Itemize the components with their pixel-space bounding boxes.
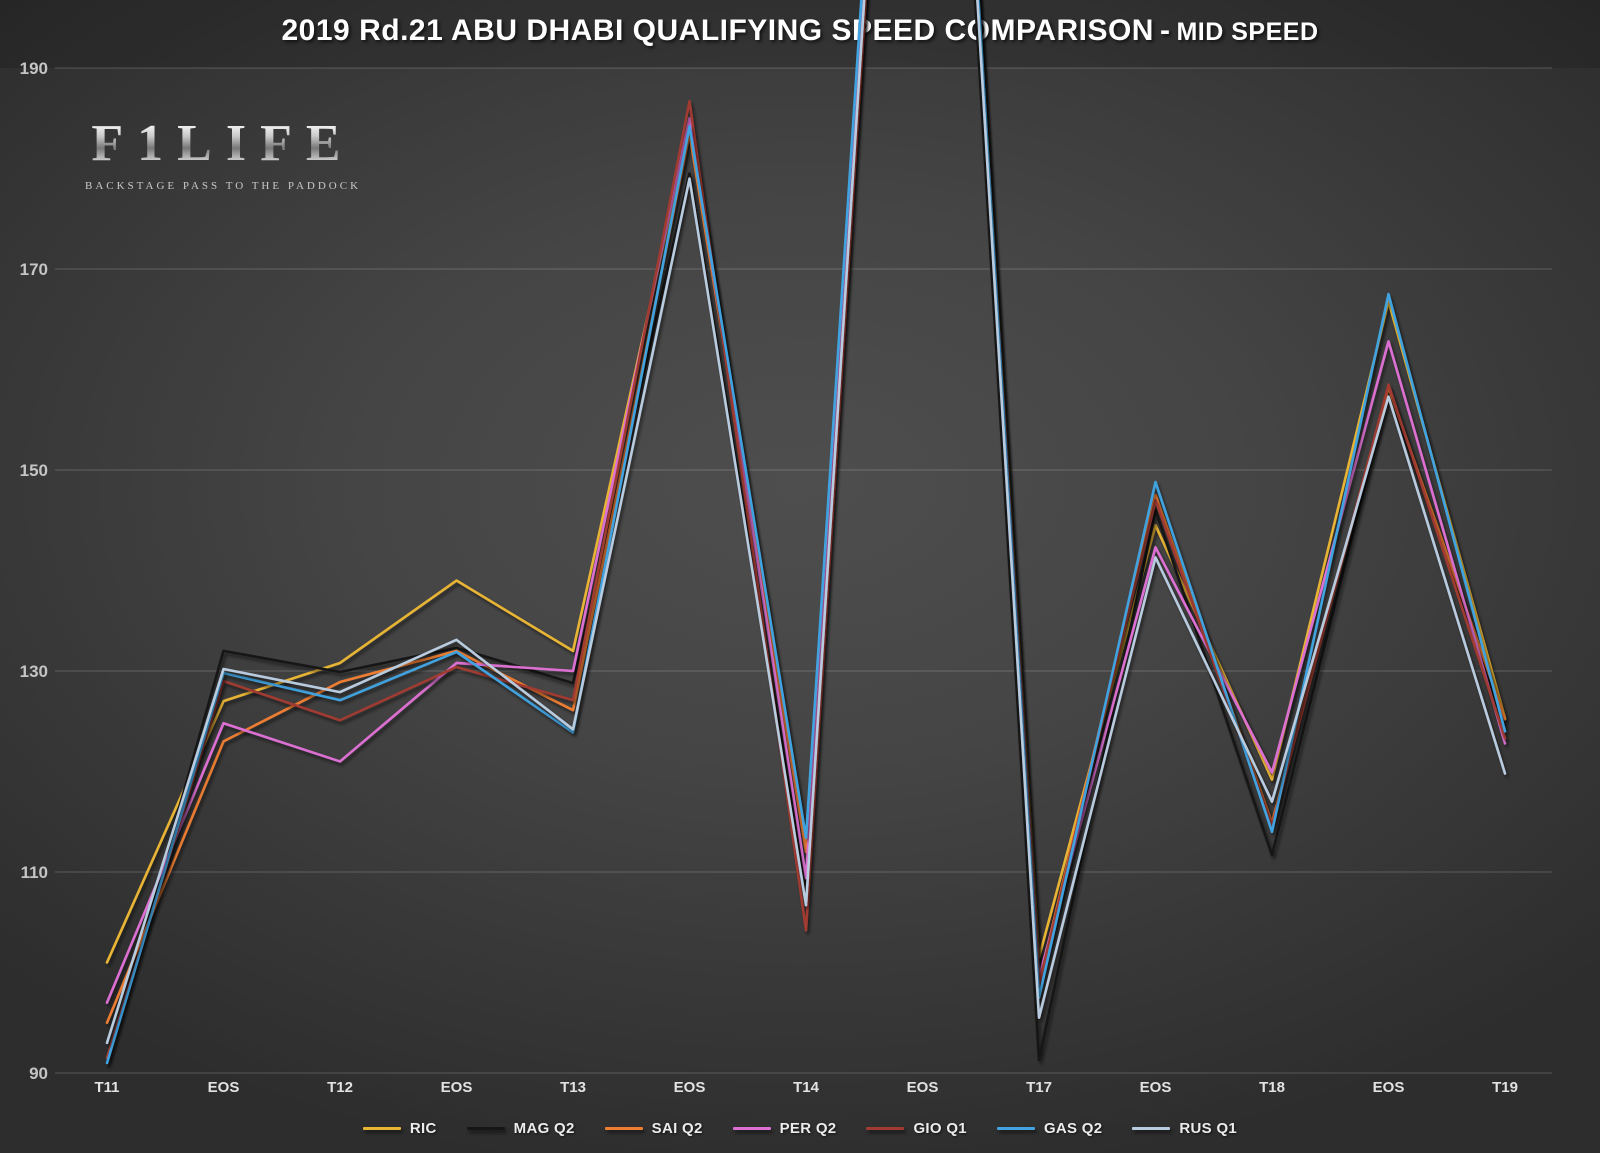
- tagline-text: BACKSTAGE PASS TO THE PADDOCK: [84, 180, 362, 192]
- legend-item-gas-q2: GAS Q2: [996, 1120, 1103, 1137]
- legend-label: PER Q2: [779, 1120, 837, 1137]
- legend-label: SAI Q2: [651, 1120, 703, 1137]
- x-axis-label-t17-8: T17: [1026, 1079, 1052, 1096]
- chart-title-suffix: MID SPEED: [1176, 18, 1319, 46]
- legend-item-rus-q1: RUS Q1: [1132, 1120, 1237, 1137]
- series-lines: [105, 0, 1507, 1065]
- chart-title-separator: -: [1159, 14, 1171, 47]
- x-axis-label-eos-9: EOS: [1140, 1079, 1172, 1096]
- legend-swatch: [732, 1127, 771, 1130]
- y-axis-label-150: 150: [20, 461, 48, 480]
- legend-swatch: [1132, 1127, 1171, 1130]
- legend-swatch: [866, 1127, 905, 1130]
- f1life-logo-text: F1LIFE: [78, 118, 368, 170]
- series-line-rus-q1: [105, 0, 1507, 1045]
- y-axis-label-110: 110: [21, 863, 48, 882]
- x-axis-label-eos-11: EOS: [1373, 1079, 1405, 1096]
- legend-item-ric: RIC: [362, 1120, 437, 1137]
- legend-swatch: [996, 1127, 1035, 1130]
- x-axis-labels: T11 EOS T12 EOS T13 EOS T14 EOS T17 EOS T18 EOS T19: [94, 1079, 1517, 1096]
- x-axis-label-eos-5: EOS: [674, 1079, 706, 1096]
- legend-item-gio-q1: GIO Q1: [866, 1120, 967, 1137]
- legend-item-sai-q2: SAI Q2: [604, 1120, 703, 1137]
- y-axis-label-190: 190: [20, 59, 48, 78]
- series-line-ric: [105, 0, 1507, 964]
- x-axis-label-t19-12: T19: [1492, 1079, 1518, 1096]
- legend-swatch: [466, 1127, 505, 1130]
- legend-label: MAG Q2: [513, 1120, 575, 1137]
- legend-label: RIC: [409, 1120, 437, 1137]
- legend-swatch: [604, 1127, 643, 1130]
- x-axis-label-t11-0: T11: [94, 1079, 119, 1096]
- legend-swatch: [362, 1127, 401, 1130]
- legend-label: GAS Q2: [1043, 1120, 1103, 1137]
- x-axis-label-t14-6: T14: [793, 1079, 820, 1096]
- legend-item-per-q2: PER Q2: [732, 1120, 837, 1137]
- legend-label: GIO Q1: [913, 1120, 967, 1137]
- chart-title-main: 2019 Rd.21 ABU DHABI QUALIFYING SPEED CO…: [281, 14, 1154, 47]
- x-axis-label-eos-7: EOS: [907, 1079, 939, 1096]
- title-band: [0, 0, 1600, 68]
- f1life-logo: F1LIFE BACKSTAGE PASS TO THE PADDOCK: [78, 118, 368, 193]
- x-axis-label-t18-10: T18: [1259, 1079, 1285, 1096]
- x-axis-label-eos-3: EOS: [441, 1079, 473, 1096]
- series-line-gas-q2: [105, 0, 1507, 1065]
- legend-label: RUS Q1: [1179, 1120, 1238, 1137]
- y-axis-label-90: 90: [29, 1064, 48, 1083]
- y-axis-label-170: 170: [20, 260, 48, 279]
- y-axis-labels: 90 110 130 150 170 190: [20, 59, 48, 1083]
- f1life-logo-tagline: BACKSTAGE PASS TO THE PADDOCK: [78, 180, 368, 192]
- legend: RIC MAG Q2 SAI Q2 PER Q2 GIO Q1 GAS Q2 RUS Q1: [0, 1120, 1600, 1137]
- chart-title: 2019 Rd.21 ABU DHABI QUALIFYING SPEED CO…: [0, 14, 1600, 48]
- x-axis-label-eos-1: EOS: [208, 1079, 240, 1096]
- series-line-per-q2: [105, 0, 1507, 1004]
- x-axis-label-t13-4: T13: [560, 1079, 586, 1096]
- x-axis-label-t12-2: T12: [327, 1079, 353, 1096]
- y-axis-label-130: 130: [20, 662, 48, 681]
- legend-item-mag-q2: MAG Q2: [466, 1120, 575, 1137]
